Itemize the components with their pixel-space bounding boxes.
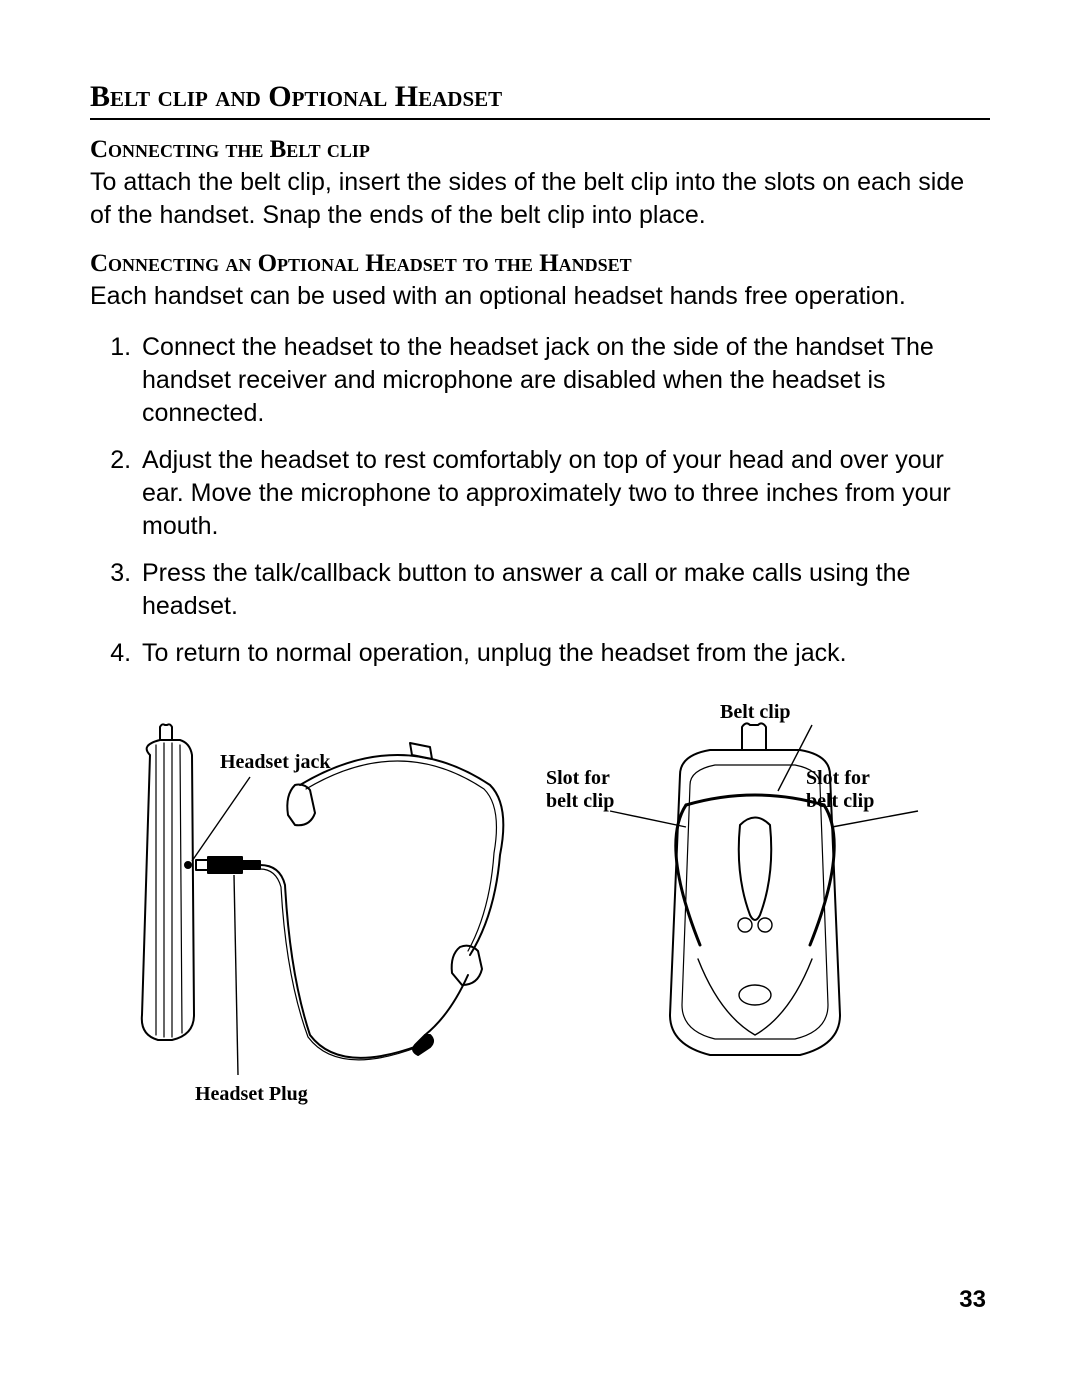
section2-heading: Connecting an Optional Headset to the Ha…	[90, 250, 990, 278]
label-headset-plug: Headset Plug	[195, 1083, 308, 1106]
section1-body: To attach the belt clip, insert the side…	[90, 166, 990, 232]
list-item: To return to normal operation, unplug th…	[138, 637, 990, 670]
section1-heading: Connecting the Belt clip	[90, 136, 990, 164]
diagram-area: Headset jack Headset Plug	[90, 695, 990, 1125]
section2-intro: Each handset can be used with an optiona…	[90, 280, 990, 313]
left-callout-lines	[110, 715, 530, 1115]
list-item: Adjust the headset to rest comfortably o…	[138, 444, 990, 543]
document-page: Belt clip and Optional Headset Connectin…	[0, 0, 1080, 1374]
page-number: 33	[959, 1286, 986, 1314]
label-slot-left: Slot for belt clip	[546, 767, 614, 813]
page-title: Belt clip and Optional Headset	[90, 80, 990, 120]
label-slot-right: Slot for belt clip	[806, 767, 874, 813]
list-item: Press the talk/callback button to answer…	[138, 557, 990, 623]
label-belt-clip: Belt clip	[720, 701, 791, 724]
label-headset-jack: Headset jack	[220, 751, 331, 774]
list-item: Connect the headset to the headset jack …	[138, 331, 990, 430]
steps-list: Connect the headset to the headset jack …	[90, 331, 990, 670]
